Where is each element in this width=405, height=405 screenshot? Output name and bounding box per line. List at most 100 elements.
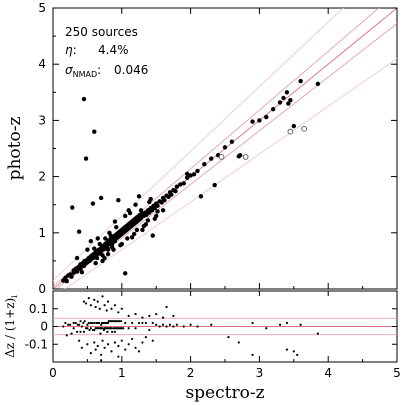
data-point: [74, 255, 80, 261]
residual-point: [210, 323, 213, 326]
residual-point: [93, 298, 96, 301]
residual-point: [80, 325, 83, 328]
residual-point: [75, 330, 79, 333]
data-point: [141, 223, 147, 229]
residual-point: [151, 321, 154, 325]
residual-point: [89, 304, 92, 307]
data-point: [169, 192, 174, 197]
data-point: [105, 247, 111, 252]
data-point: [277, 100, 283, 105]
residual-point: [78, 339, 81, 342]
residual-point: [165, 325, 168, 328]
data-point: [250, 119, 255, 124]
data-point: [129, 235, 135, 240]
residual-point: [105, 309, 108, 312]
data-point: [315, 81, 321, 87]
residual-point: [158, 325, 161, 328]
residual-point: [316, 332, 319, 335]
residual-point: [86, 343, 89, 346]
open-data-point: [218, 154, 225, 160]
data-point: [83, 156, 89, 161]
residual-point: [120, 307, 123, 310]
residual-point: [65, 334, 68, 337]
residual-point: [100, 353, 103, 356]
residual-point: [299, 323, 302, 326]
y-tick-label: 4: [38, 57, 46, 71]
data-point: [98, 195, 104, 201]
data-point: [173, 189, 178, 194]
residual-point: [91, 321, 94, 325]
data-point: [95, 236, 100, 241]
residual-point: [127, 343, 130, 346]
residual-point: [227, 336, 230, 339]
data-point: [90, 201, 96, 206]
residual-point: [101, 327, 104, 330]
data-point: [64, 278, 69, 284]
data-point: [145, 218, 151, 223]
x-tick-label: 4: [324, 366, 332, 380]
residual-panel: 0 1 2 3 4 5 0.1 0 -0.1 Δz / (1+z)i spectro-z: [3, 290, 401, 403]
x-axis-title: spectro-z: [185, 383, 264, 403]
data-point: [127, 210, 133, 216]
data-point: [155, 203, 160, 209]
data-point: [140, 227, 145, 233]
data-point: [85, 247, 90, 252]
residual-point: [97, 321, 101, 325]
x-tick-label: 0: [49, 366, 57, 380]
residual-point: [117, 355, 120, 358]
residual-point: [285, 348, 289, 351]
residual-point: [70, 332, 73, 335]
residual-point: [161, 323, 165, 326]
data-point: [198, 194, 204, 199]
residual-point: [117, 311, 120, 314]
data-point: [202, 162, 207, 167]
residual-point: [67, 323, 70, 326]
y-tick-label: 2: [38, 170, 46, 184]
data-point: [118, 242, 123, 248]
data-point: [74, 269, 80, 274]
data-point: [69, 274, 74, 279]
data-point: [123, 213, 128, 219]
residual-point: [113, 341, 117, 344]
data-point: [105, 251, 111, 257]
data-point: [93, 260, 98, 266]
residual-point: [124, 321, 127, 325]
residual-point: [296, 353, 299, 356]
residual-point: [103, 304, 106, 307]
residual-point: [141, 321, 144, 325]
residual-point: [137, 350, 141, 353]
data-point: [162, 198, 167, 203]
residual-point: [134, 312, 137, 316]
residual-point: [127, 327, 130, 330]
data-point: [97, 241, 102, 247]
main-ticks: 0 1 2 3 4 5: [38, 1, 398, 296]
residual-point: [127, 314, 130, 317]
data-point: [184, 175, 190, 180]
source-count-annotation: 250 sources: [65, 25, 138, 39]
y-tick-label: 0: [38, 282, 46, 296]
residual-point: [101, 339, 104, 342]
residual-point: [86, 323, 89, 326]
x-tick-label: 1: [118, 366, 126, 380]
residual-point: [285, 321, 289, 325]
data-point: [298, 78, 303, 84]
residual-point: [122, 327, 125, 330]
data-point: [123, 271, 128, 276]
residual-point: [148, 314, 151, 317]
data-point: [284, 90, 290, 95]
residual-point: [84, 302, 88, 305]
data-point: [92, 129, 97, 134]
data-point: [152, 216, 158, 221]
residual-point: [69, 323, 72, 326]
residual-point: [141, 316, 144, 319]
y-tick-label: 5: [38, 1, 46, 15]
reference-line-outlier-bound-4: [64, 58, 397, 289]
residual-point: [168, 323, 172, 326]
data-point: [281, 95, 286, 101]
data-point: [178, 182, 183, 187]
eta-annotation: η: 4.4%: [65, 43, 129, 57]
residual-point: [141, 341, 144, 344]
open-data-point: [242, 154, 249, 160]
data-point: [150, 233, 155, 238]
residual-point: [292, 350, 295, 353]
